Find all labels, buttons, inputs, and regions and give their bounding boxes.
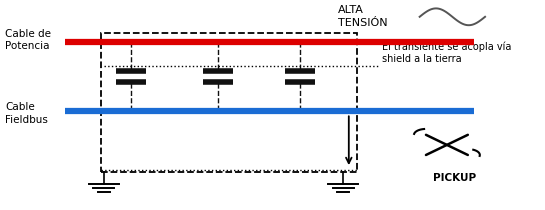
- Text: ALTA
TENSIÓN: ALTA TENSIÓN: [338, 5, 387, 28]
- Text: Cable de
Potencia: Cable de Potencia: [5, 29, 51, 51]
- Text: Cable
Fieldbus: Cable Fieldbus: [5, 102, 49, 125]
- Text: El transiente se acopla vía
shield a la tierra: El transiente se acopla vía shield a la …: [382, 41, 511, 64]
- Text: PICKUP: PICKUP: [433, 173, 476, 183]
